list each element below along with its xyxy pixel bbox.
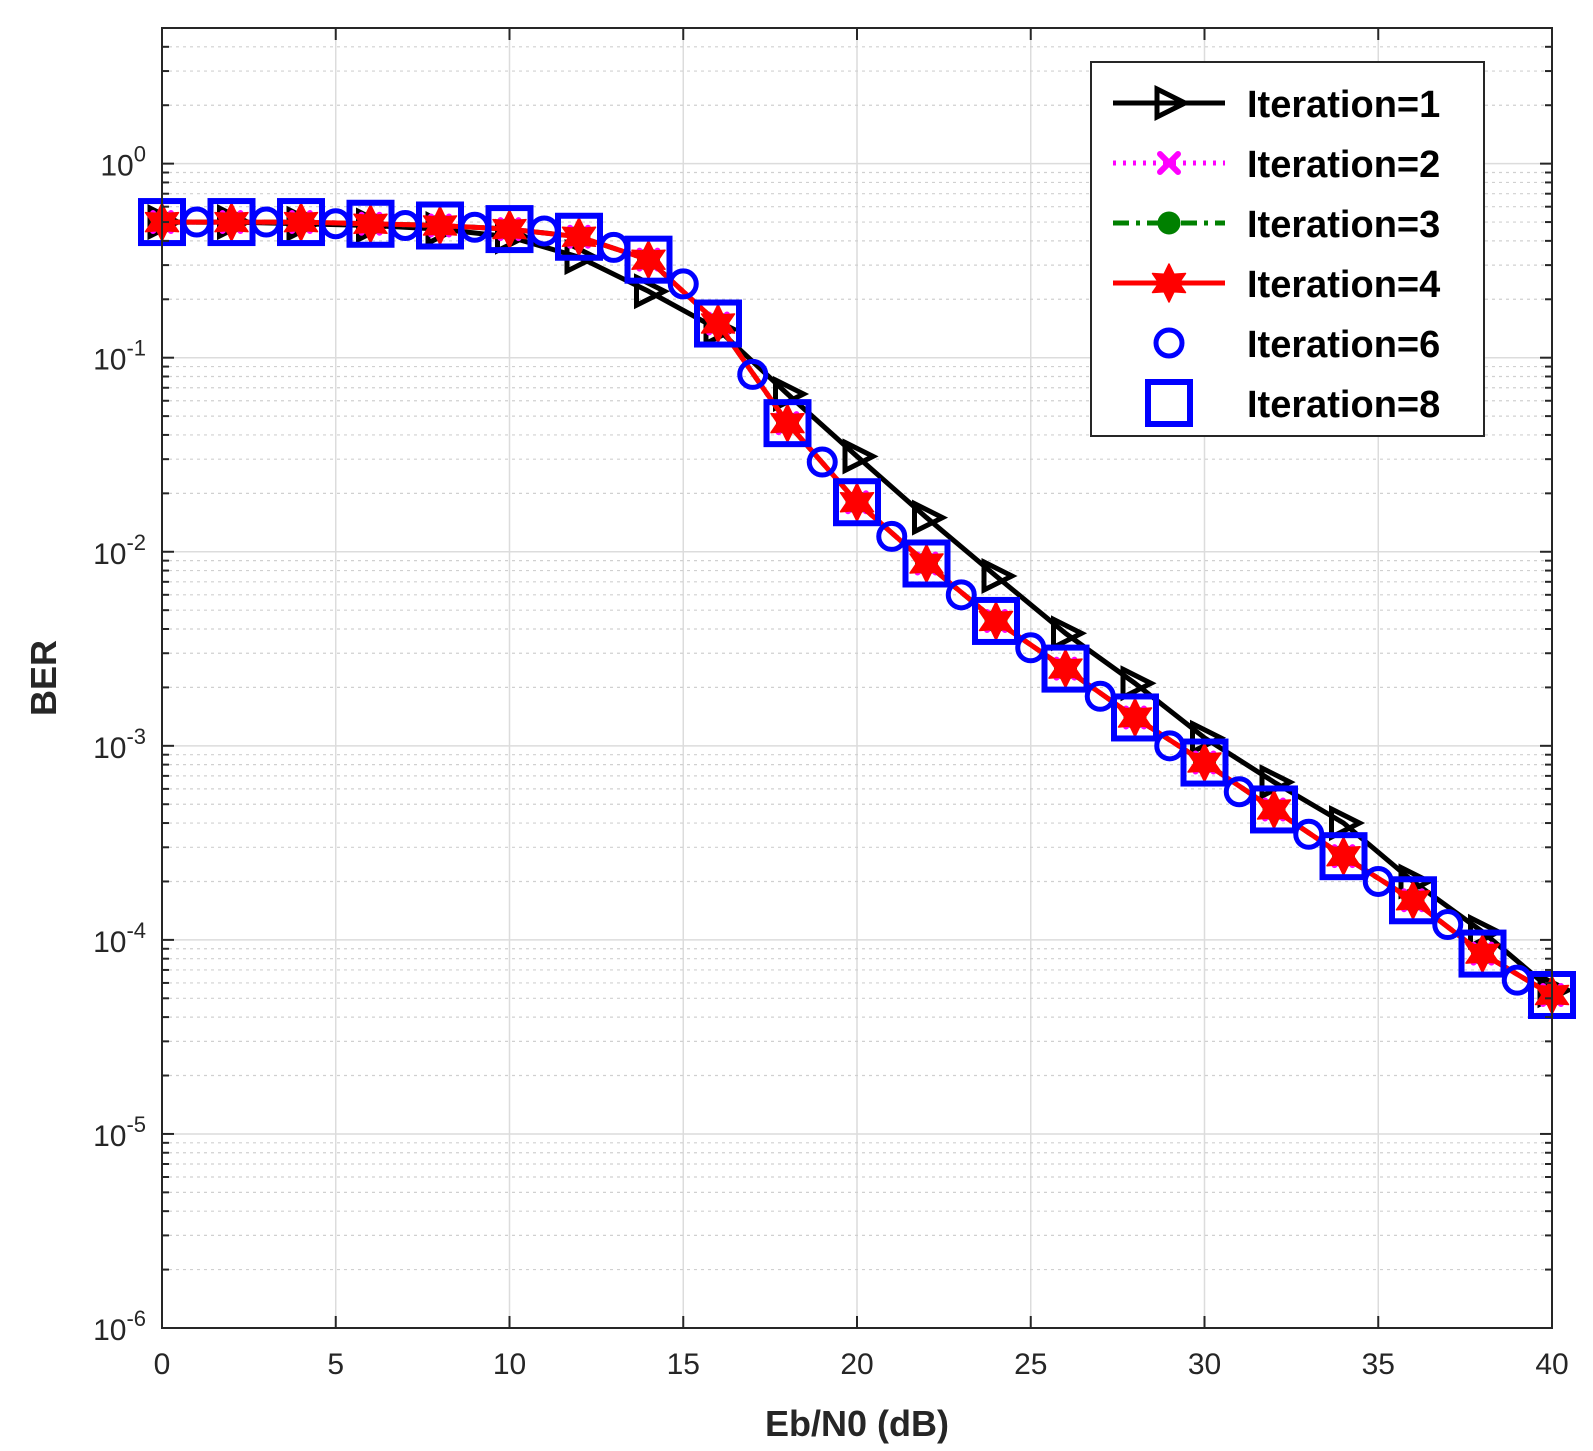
data-point <box>346 199 395 248</box>
data-point <box>485 205 534 254</box>
data-point <box>1250 785 1298 834</box>
data-point <box>1329 804 1366 842</box>
data-point <box>876 520 908 552</box>
x-tick-label: 30 <box>1188 1348 1221 1381</box>
data-point <box>624 235 673 284</box>
data-point <box>1458 929 1507 978</box>
x-tick-label: 40 <box>1535 1348 1568 1381</box>
x-tick-label: 0 <box>154 1348 171 1381</box>
data-point <box>634 273 671 310</box>
data-point <box>207 198 256 247</box>
data-point <box>1190 719 1227 756</box>
legend-item: Iteration=1 <box>1113 84 1440 126</box>
data-point <box>1180 738 1229 787</box>
data-point <box>1111 693 1159 742</box>
data-point <box>667 268 699 300</box>
x-tick-label: 10 <box>493 1348 526 1381</box>
data-point <box>833 478 881 527</box>
data-point <box>912 499 949 536</box>
data-point <box>1432 909 1464 941</box>
data-point <box>945 579 977 611</box>
data-point <box>902 539 951 588</box>
x-tick-label: 15 <box>667 1348 700 1381</box>
data-point <box>806 446 838 478</box>
x-tick-label: 20 <box>840 1348 873 1381</box>
legend-label: Iteration=3 <box>1247 204 1440 246</box>
y-tick-label: 10-4 <box>93 918 146 959</box>
legend-label: Iteration=6 <box>1247 324 1440 366</box>
y-tick-label: 10-1 <box>93 336 146 377</box>
data-point <box>842 438 879 475</box>
legend-label: Iteration=1 <box>1247 84 1440 126</box>
data-point <box>972 596 1020 645</box>
legend-marker <box>1154 84 1191 122</box>
y-tick-label: 10-3 <box>93 724 146 765</box>
x-axis-title: Eb/N0 (dB) <box>765 1403 949 1444</box>
y-tick-label: 10-2 <box>93 530 146 571</box>
data-point <box>1041 644 1090 693</box>
legend-label: Iteration=2 <box>1247 144 1440 186</box>
legend-item: Iteration=6 <box>1153 324 1440 366</box>
y-tick-label: 10-6 <box>93 1306 146 1347</box>
data-point <box>763 399 812 448</box>
data-point <box>555 212 603 261</box>
legend-box <box>1090 61 1485 437</box>
legend-item: Iteration=4 <box>1113 263 1440 306</box>
legend-item: Iteration=3 <box>1113 204 1440 246</box>
axis-ticks: 0 5 10 15 20 25 30 35 40 10-6 10-5 10-4 10-3 10-2 10-1… <box>93 27 1569 1381</box>
legend-label: Iteration=4 <box>1247 264 1440 306</box>
data-point <box>1120 665 1157 702</box>
legend-marker <box>1157 211 1181 235</box>
data-point <box>737 358 769 390</box>
y-tick-label: 10-5 <box>93 1112 146 1153</box>
data-point <box>694 299 742 348</box>
data-series <box>138 198 1576 1019</box>
y-tick-label: 100 <box>100 142 146 183</box>
x-tick-label: 25 <box>1014 1348 1047 1381</box>
y-axis-title: BER <box>23 640 64 716</box>
legend-marker <box>1145 379 1193 427</box>
data-point <box>981 557 1018 595</box>
x-tick-label: 35 <box>1362 1348 1395 1381</box>
data-point <box>1389 876 1437 925</box>
legend-marker <box>1157 151 1181 175</box>
legend-item: Iteration=8 <box>1145 379 1440 427</box>
legend-label: Iteration=8 <box>1247 384 1440 426</box>
legend-marker <box>1153 327 1185 359</box>
legend-marker <box>1151 263 1187 303</box>
data-point <box>1051 615 1088 652</box>
data-point <box>416 201 464 250</box>
legend: Iteration=1 Iteration=2 Iteration=3 Iterati… <box>1090 61 1485 437</box>
x-tick-label: 5 <box>327 1348 344 1381</box>
legend-item: Iteration=2 <box>1113 144 1440 186</box>
series-6 <box>138 198 1576 1019</box>
data-point <box>1319 832 1368 881</box>
data-point <box>277 198 325 247</box>
